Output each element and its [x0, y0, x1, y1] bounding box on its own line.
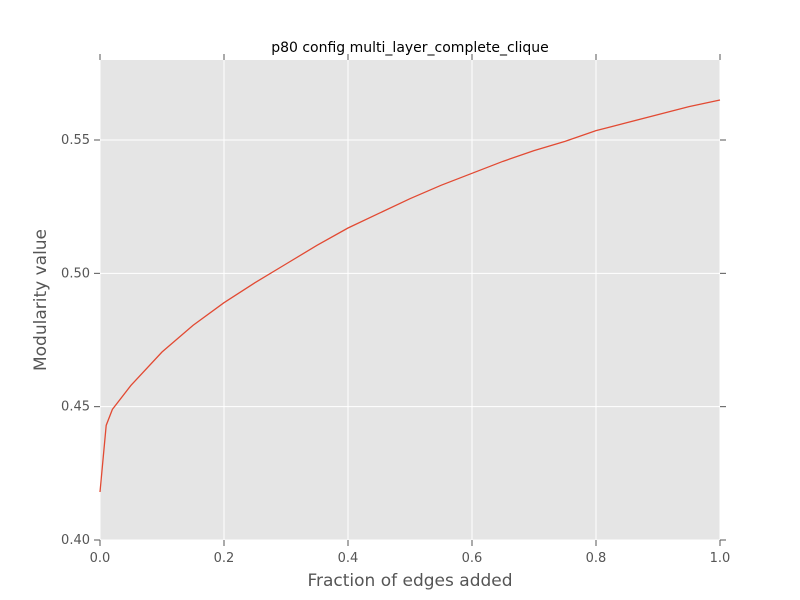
series-line — [99, 99, 721, 493]
x-axis-label: Fraction of edges added — [307, 571, 512, 591]
x-tick-label: 0.8 — [586, 551, 607, 566]
x-tick-label: 0.0 — [90, 551, 111, 566]
y-tick-label: 0.40 — [61, 533, 90, 548]
chart-title: p80 config multi_layer_complete_clique — [271, 40, 549, 56]
x-tick-label: 1.0 — [710, 551, 731, 566]
y-tick-label: 0.50 — [61, 266, 90, 281]
ticks: 0.0 0.2 0.4 0.6 0.8 1.0 0.40 0.45 0.50 0.55 — [61, 54, 730, 566]
x-tick-label: 0.4 — [338, 551, 359, 566]
y-tick-label: 0.55 — [61, 133, 90, 148]
y-axis-label: Modularity value — [31, 229, 51, 371]
x-tick-label: 0.2 — [214, 551, 235, 566]
x-tick-label: 0.6 — [462, 551, 483, 566]
y-tick-label: 0.45 — [61, 400, 90, 415]
series-layer — [99, 99, 721, 493]
plot-area — [100, 60, 720, 540]
